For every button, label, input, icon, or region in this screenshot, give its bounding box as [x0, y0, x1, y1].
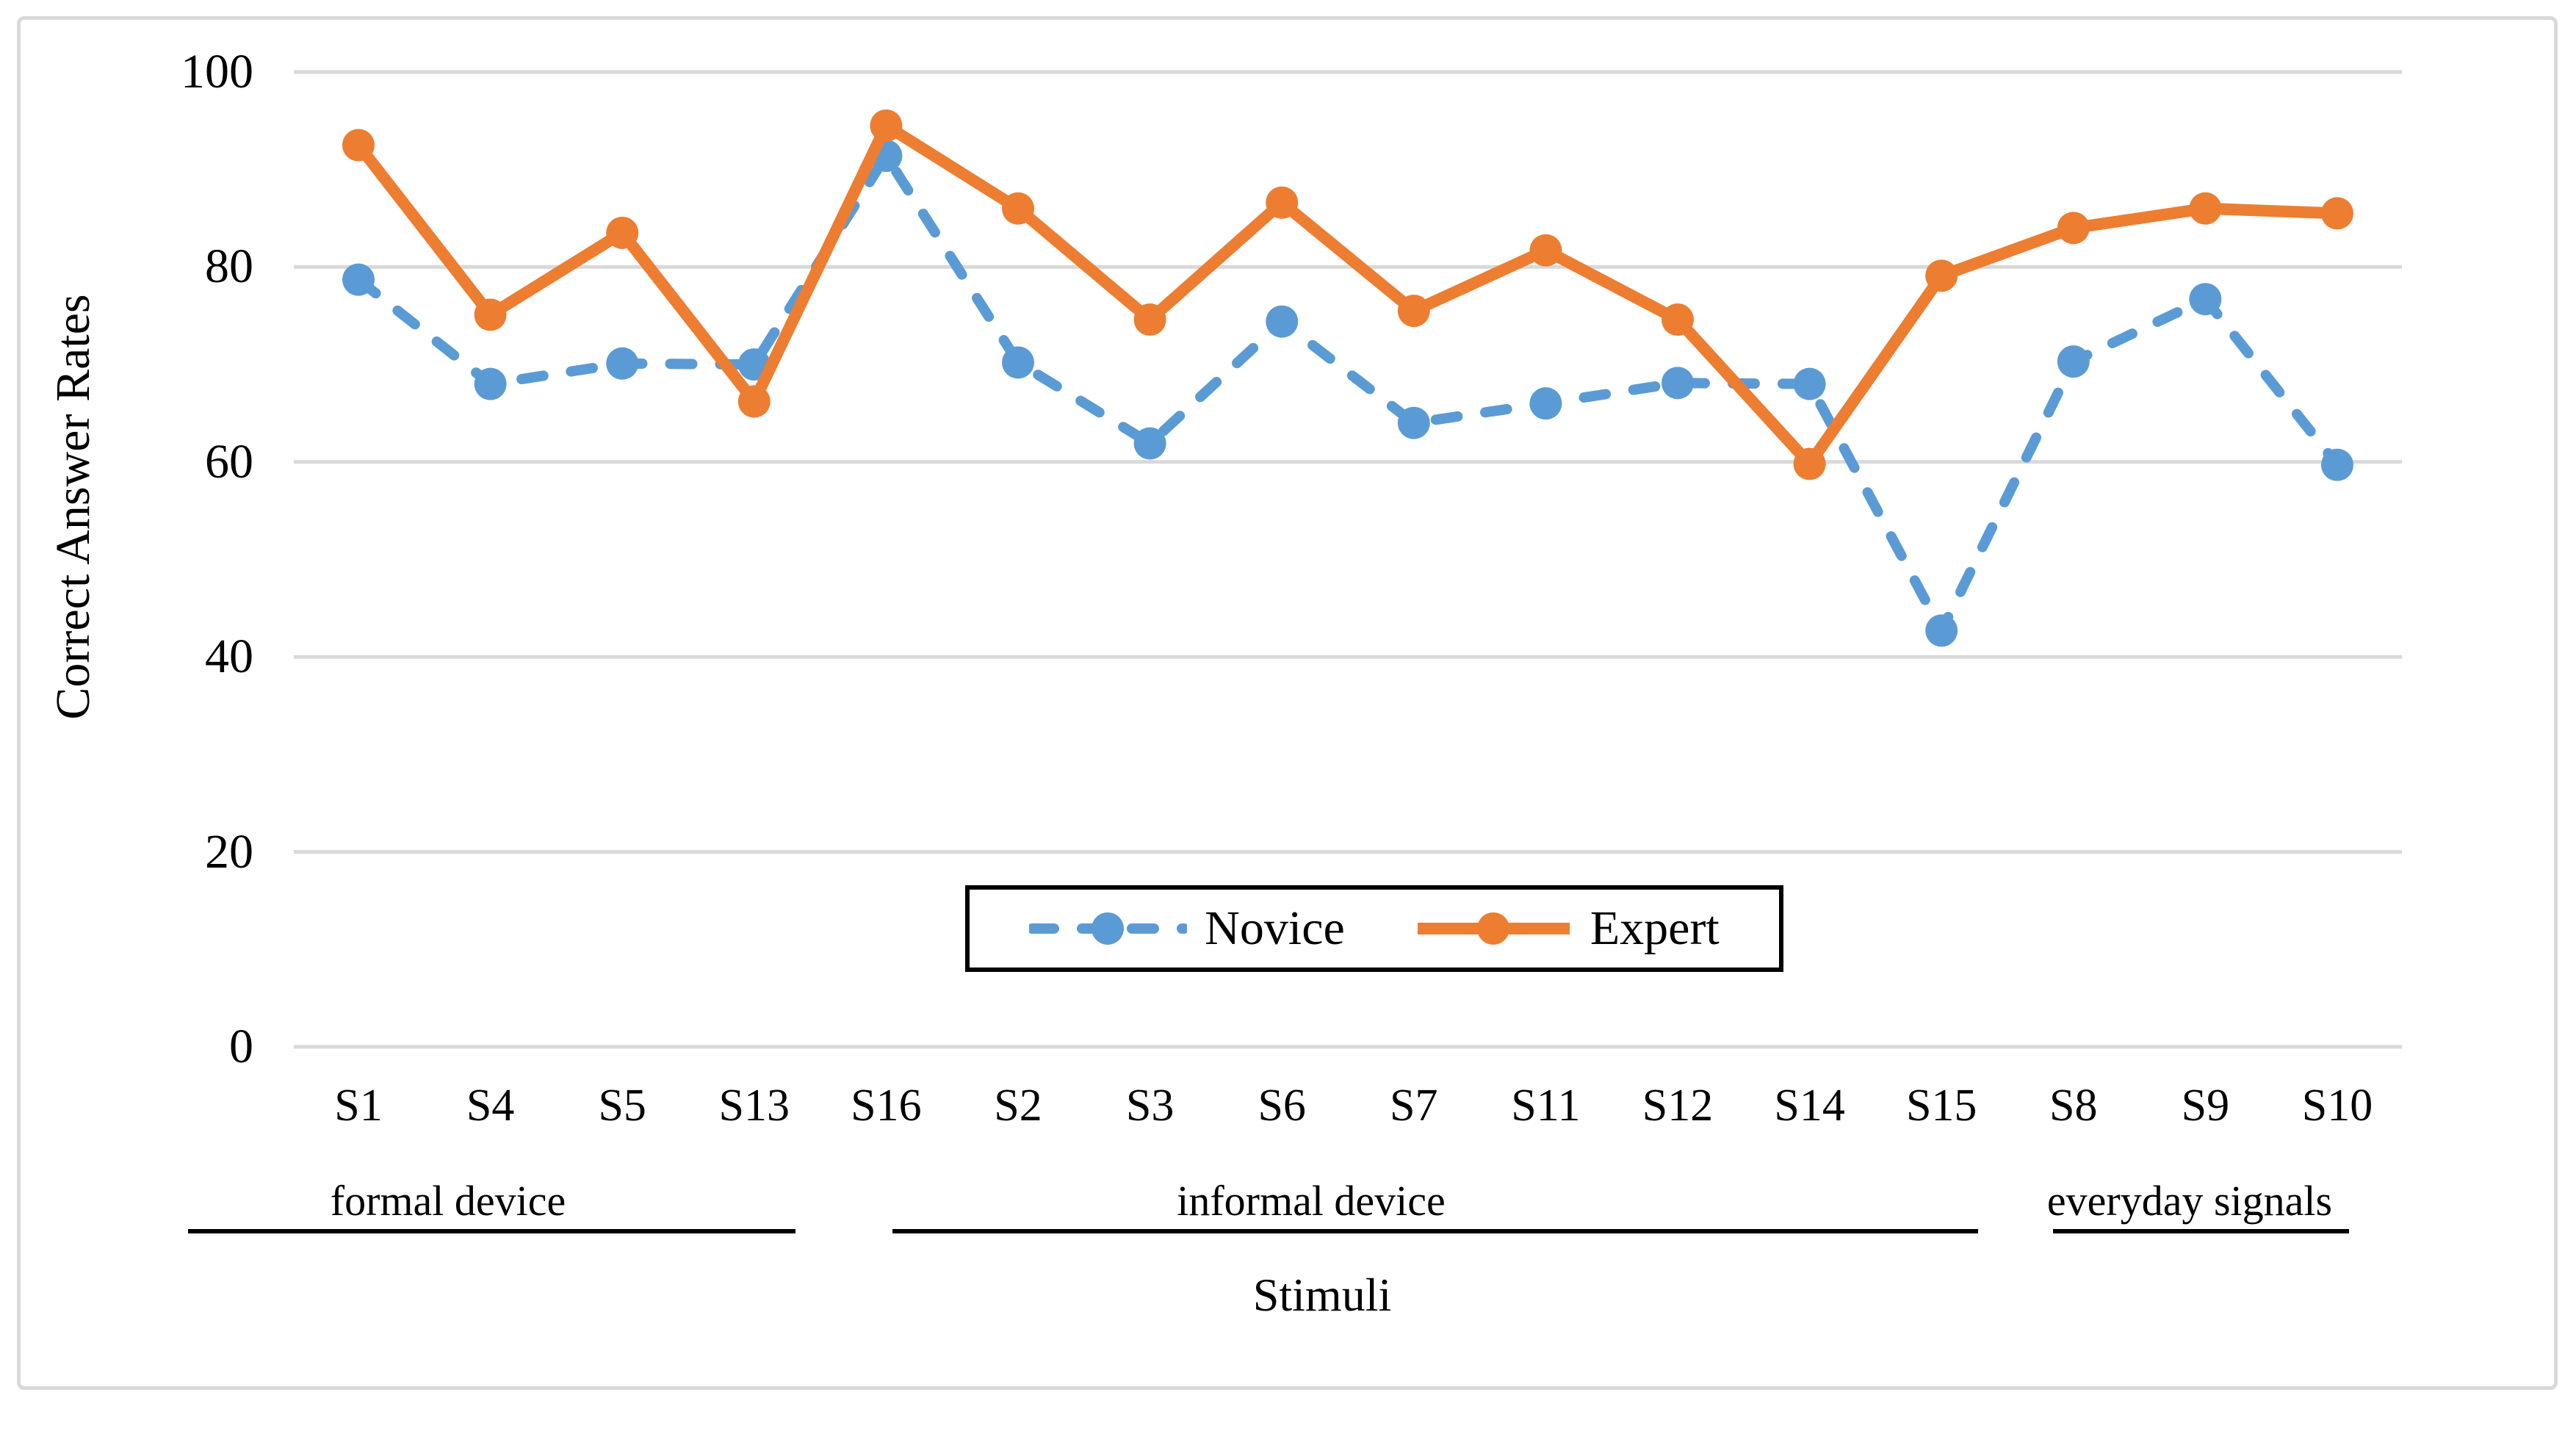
y-tick-label-40: 40: [205, 630, 253, 684]
expert-marker-S9: [2189, 192, 2222, 225]
y-tick-label-0: 0: [229, 1020, 253, 1073]
underline-informal-device: [892, 1229, 1978, 1233]
expert-marker-S13: [737, 385, 771, 418]
novice-marker-S5: [606, 347, 639, 380]
novice-marker-S12: [1662, 367, 1694, 400]
legend: Novice Expert: [965, 885, 1783, 972]
underline-formal-device: [188, 1229, 795, 1233]
underline-everyday-signals: [2053, 1229, 2349, 1233]
expert-marker-S5: [606, 216, 639, 249]
novice-marker-S8: [2057, 345, 2090, 378]
expert-marker-S10: [2321, 197, 2353, 230]
novice-marker-S6: [1266, 305, 1299, 338]
expert-marker-S2: [1002, 192, 1034, 225]
x-tick-label-S14: S14: [1774, 1081, 1845, 1131]
legend-label-novice: Novice: [1205, 901, 1345, 955]
novice-line: [353, 151, 2342, 636]
legend-item-expert: Expert: [1415, 904, 1720, 953]
x-tick-label-S15: S15: [1905, 1081, 1977, 1131]
legend-item-novice: Novice: [1029, 904, 1345, 953]
x-tick-label-S6: S6: [1258, 1081, 1306, 1131]
group-label-everyday-signals: everyday signals: [2046, 1177, 2333, 1225]
novice-marker-S3: [1133, 427, 1166, 460]
expert-marker-S11: [1529, 234, 1562, 267]
y-tick-label-60: 60: [205, 434, 253, 489]
x-axis-title: Stimuli: [1252, 1269, 1392, 1321]
x-tick-label-S5: S5: [598, 1081, 646, 1131]
x-tick-label-S2: S2: [994, 1081, 1042, 1131]
novice-marker-S7: [1397, 406, 1430, 439]
group-label-informal-device: informal device: [1177, 1177, 1446, 1225]
x-tick-label-S3: S3: [1125, 1081, 1175, 1131]
group-label-formal-device: formal device: [330, 1177, 566, 1225]
novice-marker-S4: [474, 367, 507, 400]
y-tick-label-100: 100: [181, 45, 253, 98]
expert-marker-S8: [2057, 212, 2090, 245]
y-tick-label-20: 20: [205, 824, 253, 879]
x-tick-label-S16: S16: [851, 1081, 922, 1131]
y-tick-label-80: 80: [205, 239, 253, 294]
expert-marker-S14: [1793, 447, 1826, 480]
expert-marker-S7: [1397, 295, 1430, 328]
y-axis-title: Correct Answer Rates: [46, 294, 100, 720]
x-tick-label-S8: S8: [2049, 1081, 2098, 1131]
novice-marker-S11: [1529, 387, 1562, 420]
expert-marker-S16: [870, 109, 903, 142]
x-tick-label-S4: S4: [466, 1081, 515, 1131]
expert-marker-S12: [1662, 303, 1694, 336]
expert-marker-S1: [342, 129, 375, 162]
expert-marker-S3: [1133, 303, 1166, 336]
x-tick-label-S12: S12: [1642, 1081, 1714, 1131]
novice-marker-S10: [2321, 448, 2353, 481]
novice-marker-S1: [342, 263, 375, 296]
expert-line-sample-icon: [1417, 912, 1570, 945]
expert-marker-S4: [474, 298, 507, 331]
novice-marker-S9: [2189, 283, 2222, 316]
novice-marker-S14: [1793, 367, 1826, 400]
novice-marker-S2: [1002, 346, 1034, 379]
novice-marker-S15: [1925, 614, 1958, 647]
expert-line: [353, 119, 2338, 470]
novice-line-sample-icon: [1029, 912, 1188, 945]
x-tick-label-S11: S11: [1511, 1081, 1581, 1131]
expert-marker-S6: [1266, 186, 1299, 219]
x-tick-label-S1: S1: [334, 1081, 383, 1131]
expert-marker-S15: [1925, 259, 1958, 292]
x-tick-label-S7: S7: [1390, 1081, 1438, 1131]
legend-label-expert: Expert: [1590, 901, 1720, 955]
x-tick-label-S9: S9: [2181, 1081, 2230, 1131]
x-tick-label-S10: S10: [2301, 1081, 2373, 1131]
x-tick-label-S13: S13: [718, 1081, 790, 1131]
